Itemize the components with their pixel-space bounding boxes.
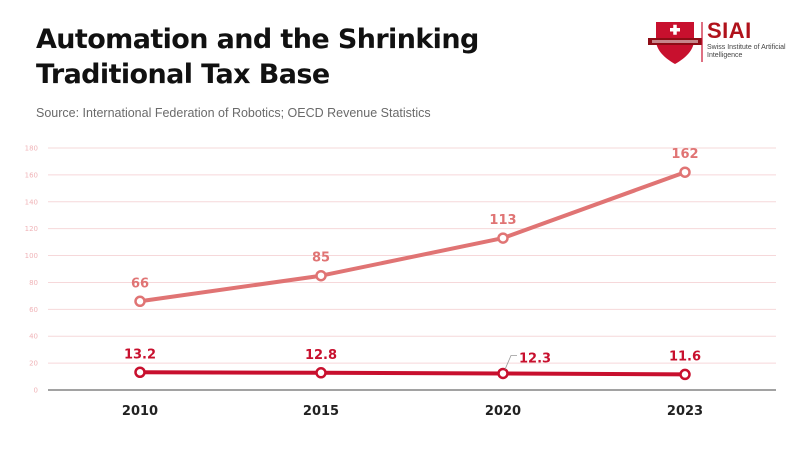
x-tick-label: 2020 (485, 404, 521, 419)
y-tick-label: 120 (25, 225, 38, 233)
data-label-tax: 12.8 (305, 348, 337, 363)
data-label-robots: 113 (489, 213, 516, 228)
y-tick-label: 0 (34, 387, 38, 395)
data-point-robots (315, 269, 327, 282)
logo-name: SIAI (707, 18, 752, 43)
x-tick-label: 2023 (667, 404, 703, 419)
y-tick-label: 20 (29, 360, 38, 368)
data-label-robots: 66 (131, 276, 149, 291)
siai-logo-shield-icon (648, 22, 703, 64)
data-labels: 66 85 113 162 13.2 12.8 12.3 11.6 (124, 147, 701, 370)
data-label-tax: 11.6 (669, 349, 701, 364)
data-point-tax (497, 367, 509, 380)
data-point-robots (497, 232, 509, 244)
y-tick-label: 140 (25, 198, 38, 206)
data-point-robots (679, 166, 691, 178)
grid-lines (48, 147, 776, 364)
y-tick-label: 40 (29, 333, 38, 341)
y-tick-label: 100 (25, 252, 38, 260)
series (134, 166, 691, 381)
label-leader-line (504, 355, 517, 370)
data-label-robots: 85 (312, 251, 330, 266)
y-tick-label: 160 (25, 171, 38, 179)
y-tick-label: 60 (29, 306, 38, 314)
logo-subtitle: Swiss Institute of Artificial Intelligen… (707, 44, 786, 59)
y-tick-label: 180 (25, 145, 38, 153)
axis: 0 20 40 60 80 100 120 140 160 180 2010 2015 2020 2023 (25, 145, 776, 419)
data-label-tax: 12.3 (519, 351, 551, 366)
y-tick-label: 80 (29, 279, 38, 287)
source-note: Source: International Federation of Robo… (36, 106, 431, 120)
data-label-robots: 162 (671, 147, 698, 162)
x-tick-label: 2010 (122, 404, 158, 419)
data-label-tax: 13.2 (124, 347, 156, 362)
series-line-tax (138, 370, 687, 377)
data-point-tax (134, 366, 146, 379)
data-point-robots (134, 295, 146, 308)
data-point-tax (679, 368, 691, 381)
data-point-tax (315, 367, 327, 379)
series-line-robots (138, 170, 687, 304)
x-tick-label: 2015 (303, 404, 339, 419)
chart-title: Automation and the Shrinking Traditional… (36, 24, 479, 90)
